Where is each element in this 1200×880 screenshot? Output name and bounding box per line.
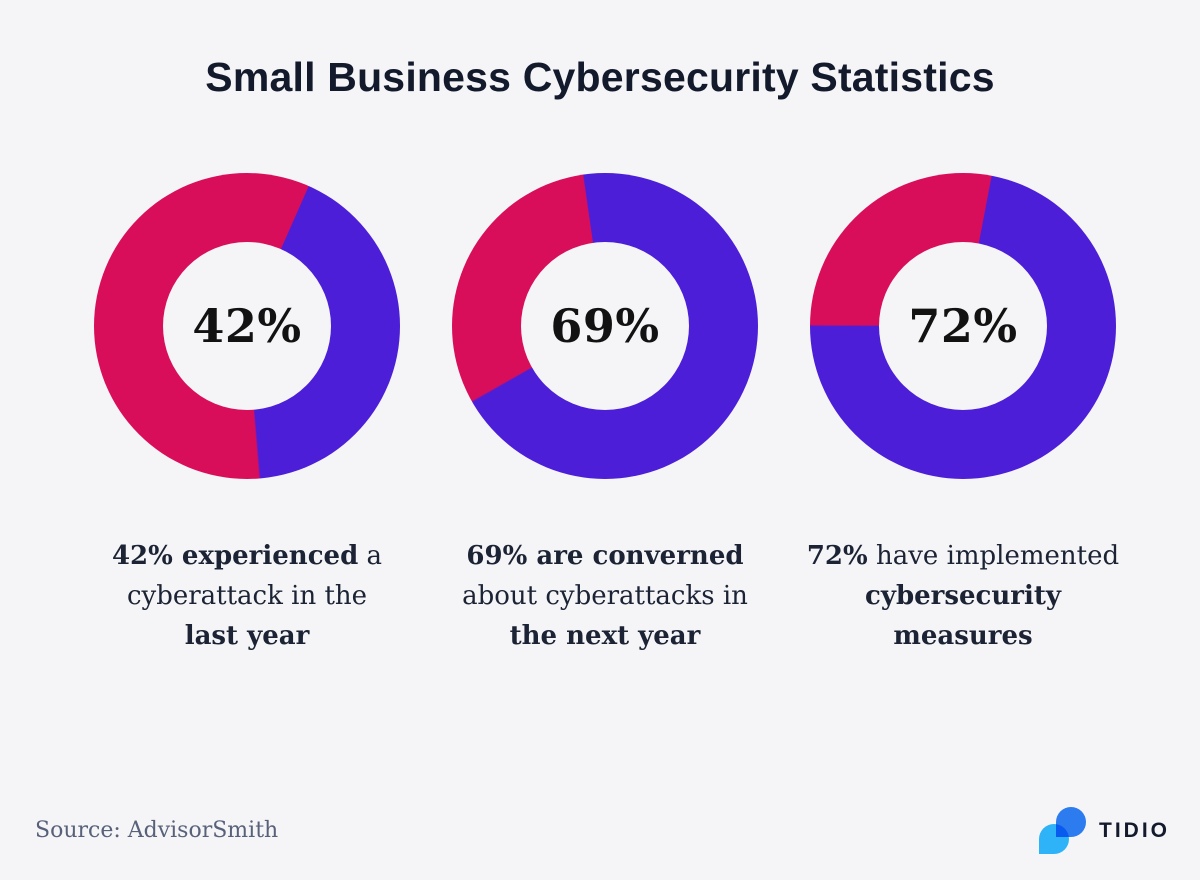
donut-hole-1: 42%	[163, 242, 331, 410]
donut-chart-1: 42%	[94, 173, 400, 479]
stat-caption-2: 69% are converned about cyberattacks in th…	[462, 541, 748, 651]
donut-hole-2: 69%	[521, 242, 689, 410]
donut-value-label-1: 42%	[192, 299, 302, 353]
charts-row: 42% 42% experienced a cyberattack in the l…	[10, 173, 1200, 656]
source-credit: Source: AdvisorSmith	[35, 818, 279, 843]
donut-chart-2: 69%	[452, 173, 758, 479]
chat-bubble-dark-icon	[1056, 807, 1086, 837]
stat-column-2: 69% 69% are converned about cyberattacks …	[426, 173, 784, 656]
stat-column-1: 42% 42% experienced a cyberattack in the l…	[68, 173, 426, 656]
donut-hole-3: 72%	[879, 242, 1047, 410]
stat-caption-1: 42% experienced a cyberattack in the last …	[111, 541, 383, 651]
page-title: Small Business Cybersecurity Statistics	[205, 54, 995, 100]
infographic-page: Small Business Cybersecurity Statistics …	[0, 54, 1200, 880]
stat-column-3: 72% 72% have implemented cybersecurity mea…	[784, 173, 1142, 656]
tidio-wordmark: TIDIO	[1099, 818, 1170, 842]
donut-value-label-3: 72%	[908, 299, 1018, 353]
footer: Source: AdvisorSmith TIDIO	[35, 807, 1170, 854]
stat-caption-3: 72% have implemented cybersecurity measure…	[806, 541, 1120, 651]
donut-chart-3: 72%	[810, 173, 1116, 479]
tidio-chat-bubbles-icon	[1039, 807, 1086, 854]
tidio-logo: TIDIO	[1039, 807, 1170, 854]
donut-value-label-2: 69%	[550, 299, 660, 353]
